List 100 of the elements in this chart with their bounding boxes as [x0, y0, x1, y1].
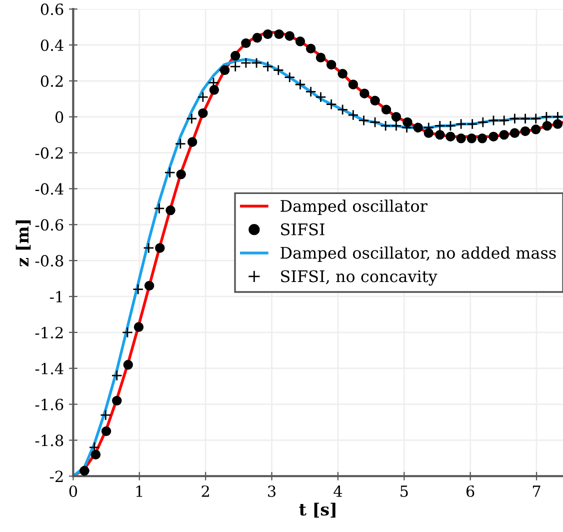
point — [381, 104, 392, 115]
point — [456, 118, 467, 130]
point — [444, 120, 456, 132]
point — [306, 44, 316, 54]
y-tick-label: -0.6 — [35, 219, 64, 231]
point — [144, 280, 154, 291]
point — [101, 426, 112, 436]
y-tick-label: -0.4 — [35, 183, 64, 195]
x-tick-label: 2 — [202, 485, 209, 497]
x-tick-label: 0 — [69, 485, 78, 497]
point — [164, 166, 176, 178]
point — [530, 113, 542, 124]
point — [477, 116, 488, 128]
y-tick-label: -1.6 — [35, 398, 64, 410]
legend-label: Damped oscillator, no added mass — [280, 246, 556, 262]
point — [424, 128, 434, 138]
point — [186, 113, 198, 124]
point — [262, 29, 273, 40]
point — [122, 326, 134, 338]
point — [241, 38, 251, 48]
point — [166, 205, 176, 216]
point — [284, 31, 294, 41]
point — [435, 130, 445, 140]
point — [155, 243, 165, 253]
point — [174, 138, 186, 150]
point — [316, 52, 326, 62]
y-tick-label: 0.6 — [40, 4, 64, 16]
point — [274, 29, 284, 40]
point — [498, 114, 510, 126]
point — [531, 124, 541, 134]
point — [509, 113, 520, 124]
point — [198, 108, 208, 118]
point — [337, 104, 348, 116]
point — [390, 120, 402, 132]
point — [488, 114, 500, 126]
x-axis-title: t [s] — [299, 502, 336, 518]
point — [252, 32, 262, 43]
point — [520, 126, 530, 136]
point — [176, 169, 186, 180]
y-tick-label: -2 — [50, 470, 63, 482]
point — [284, 72, 296, 83]
point — [477, 134, 488, 144]
y-tick-label: 0.2 — [40, 75, 63, 87]
x-tick-label: 6 — [466, 485, 474, 497]
legend-label: Damped oscillator — [280, 200, 428, 216]
y-tick-label: -0.2 — [35, 147, 63, 159]
point — [510, 128, 520, 138]
point — [542, 120, 552, 131]
point — [338, 68, 348, 79]
point — [466, 134, 477, 144]
point — [434, 120, 446, 132]
point — [187, 137, 198, 147]
point — [209, 85, 220, 95]
x-tick-label: 5 — [400, 486, 408, 497]
point — [230, 60, 241, 72]
point — [250, 57, 262, 68]
point — [123, 360, 133, 370]
point — [240, 57, 252, 68]
point — [360, 88, 370, 98]
y-tick-label: 0 — [55, 111, 64, 123]
x-tick-label: 7 — [532, 486, 540, 497]
y-tick-label: -1 — [50, 290, 62, 302]
point — [112, 396, 122, 406]
point — [380, 120, 392, 132]
y-tick-label: -0.8 — [35, 255, 64, 267]
y-tick-label: 0.4 — [40, 39, 64, 51]
point — [402, 117, 412, 128]
point — [111, 370, 122, 382]
y-tick-label: -1.4 — [35, 362, 64, 374]
x-tick-label: 4 — [334, 485, 342, 497]
point — [446, 132, 456, 142]
point — [326, 98, 337, 110]
point — [272, 64, 284, 76]
point — [100, 410, 112, 421]
point — [262, 60, 274, 72]
point — [315, 92, 326, 103]
x-tick-label: 1 — [136, 485, 142, 497]
point — [294, 78, 306, 90]
point — [369, 116, 381, 128]
point — [90, 450, 101, 460]
point — [456, 134, 466, 144]
point — [520, 113, 531, 124]
point — [326, 60, 336, 70]
point — [370, 96, 380, 106]
point — [230, 50, 240, 61]
point — [154, 202, 165, 214]
point — [358, 114, 370, 126]
point — [552, 119, 563, 129]
point — [143, 242, 154, 254]
point — [132, 284, 144, 295]
point — [488, 132, 498, 142]
x-tick-label: 3 — [268, 485, 276, 497]
point — [499, 130, 509, 140]
point — [348, 80, 358, 90]
point — [197, 92, 208, 103]
y-tick-label: -1.8 — [35, 434, 64, 446]
legend-label: SIFSI, no concavity — [281, 270, 438, 286]
point — [134, 322, 144, 332]
point — [305, 86, 316, 98]
legend-label: SIFSI — [281, 223, 324, 236]
